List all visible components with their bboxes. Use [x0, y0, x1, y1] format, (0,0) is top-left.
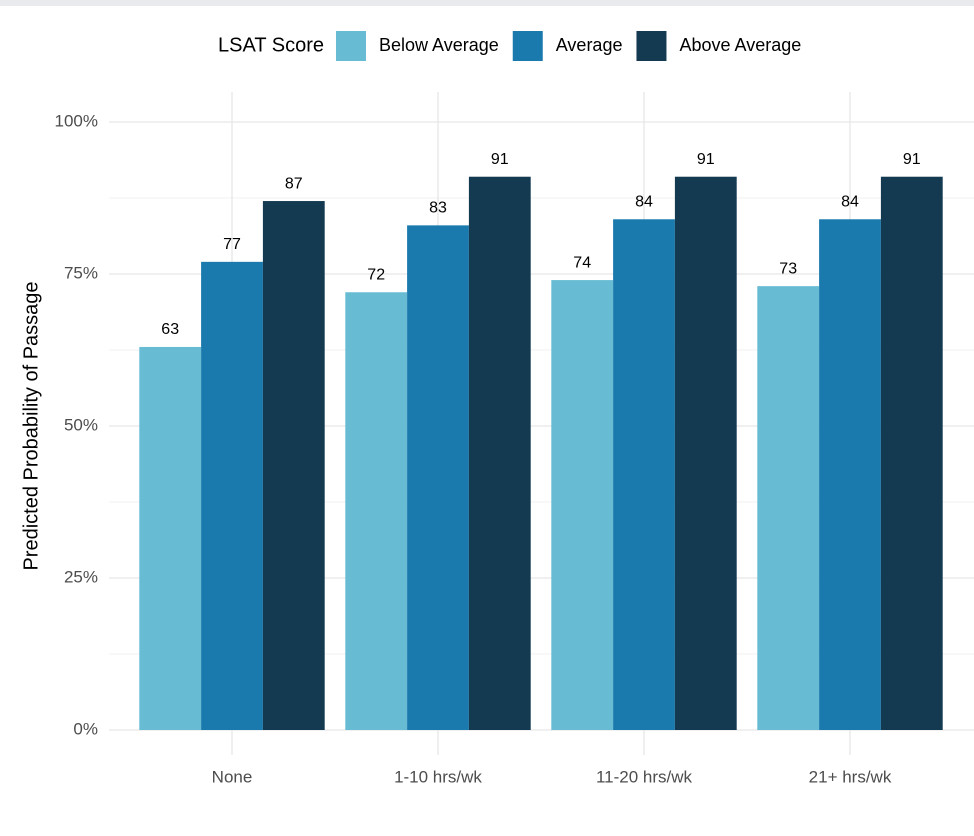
data-label: 84	[841, 193, 859, 210]
legend-swatch	[512, 31, 543, 61]
bar	[674, 176, 737, 731]
legend-label: Above Average	[679, 35, 801, 55]
y-tick-label: 75%	[64, 263, 98, 282]
data-label: 74	[573, 254, 591, 271]
bar	[407, 225, 469, 731]
legend-swatch	[335, 31, 366, 61]
bar	[551, 280, 614, 730]
legend-label: Average	[556, 35, 623, 55]
x-tick-label: None	[212, 767, 253, 786]
legend-swatch	[636, 31, 667, 61]
x-tick-label: 21+ hrs/wk	[809, 767, 892, 786]
bar	[139, 346, 202, 730]
bar	[819, 219, 881, 730]
legend-title: LSAT Score	[218, 34, 324, 56]
bar	[468, 176, 531, 731]
data-label: 84	[635, 193, 653, 210]
data-label: 73	[779, 260, 797, 277]
data-label: 63	[161, 321, 179, 338]
data-label: 91	[491, 151, 509, 168]
legend-label: Below Average	[379, 35, 499, 55]
x-tick-label: 11-20 hrs/wk	[596, 767, 693, 786]
bar	[757, 286, 820, 730]
y-axis-title: Predicted Probability of Passage	[20, 281, 42, 570]
data-label: 91	[903, 151, 921, 168]
bar	[345, 292, 408, 730]
y-tick-label: 50%	[64, 415, 98, 434]
y-tick-label: 0%	[73, 719, 98, 738]
data-label: 83	[429, 200, 447, 217]
data-label: 87	[285, 175, 303, 192]
bar	[880, 176, 943, 731]
bar	[201, 261, 263, 730]
x-tick-label: 1-10 hrs/wk	[394, 767, 482, 786]
y-tick-label: 100%	[55, 111, 98, 130]
data-label: 77	[223, 236, 241, 253]
data-label: 91	[697, 151, 715, 168]
data-label: 72	[367, 266, 385, 283]
bar	[262, 201, 325, 731]
bar	[613, 219, 675, 730]
y-tick-label: 25%	[64, 567, 98, 586]
